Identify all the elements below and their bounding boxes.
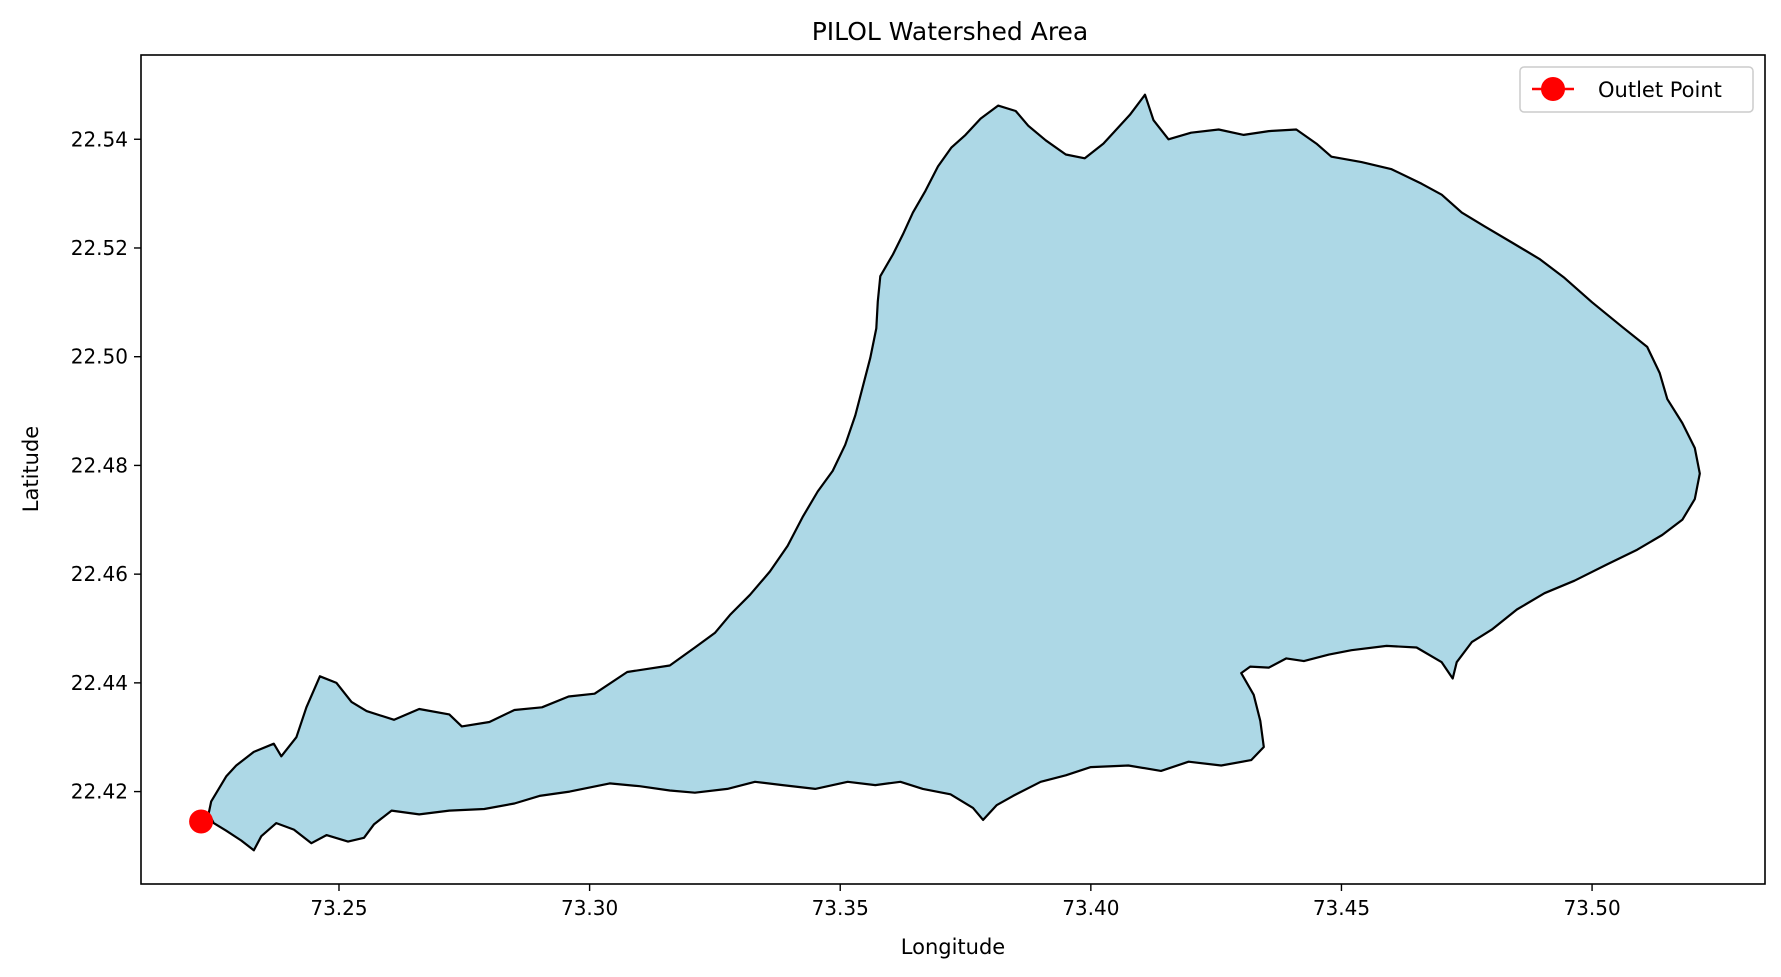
chart-title: PILOL Watershed Area — [812, 17, 1089, 46]
x-axis-label: Longitude — [901, 935, 1005, 959]
watershed-polygon — [207, 93, 1701, 852]
x-tick-label: 73.50 — [1563, 896, 1620, 920]
legend-marker-swatch — [1541, 77, 1565, 101]
legend-label-outlet-point: Outlet Point — [1598, 78, 1722, 102]
y-tick-label: 22.54 — [71, 127, 128, 151]
plot-area — [189, 93, 1701, 852]
x-tick-label: 73.35 — [812, 896, 869, 920]
y-axis-ticks: 22.42 22.44 22.46 22.48 22.50 22.52 22.54 — [71, 127, 141, 804]
x-tick-label: 73.45 — [1313, 896, 1370, 920]
y-tick-label: 22.46 — [71, 562, 128, 586]
y-axis-label: Latitude — [19, 426, 43, 512]
x-axis-ticks: 73.25 73.30 73.35 73.40 73.45 73.50 — [310, 884, 1621, 920]
y-tick-label: 22.42 — [71, 780, 128, 804]
y-tick-label: 22.44 — [71, 671, 128, 695]
y-tick-label: 22.52 — [71, 236, 128, 260]
x-tick-label: 73.40 — [1062, 896, 1119, 920]
y-tick-label: 22.50 — [71, 345, 128, 369]
x-tick-label: 73.25 — [310, 896, 367, 920]
axes-frame — [140, 54, 1766, 885]
y-tick-label: 22.48 — [71, 453, 128, 477]
legend-box — [1519, 66, 1754, 113]
outlet-point-marker — [189, 809, 214, 834]
legend[interactable]: Outlet Point — [1519, 66, 1754, 113]
x-tick-label: 73.30 — [561, 896, 618, 920]
